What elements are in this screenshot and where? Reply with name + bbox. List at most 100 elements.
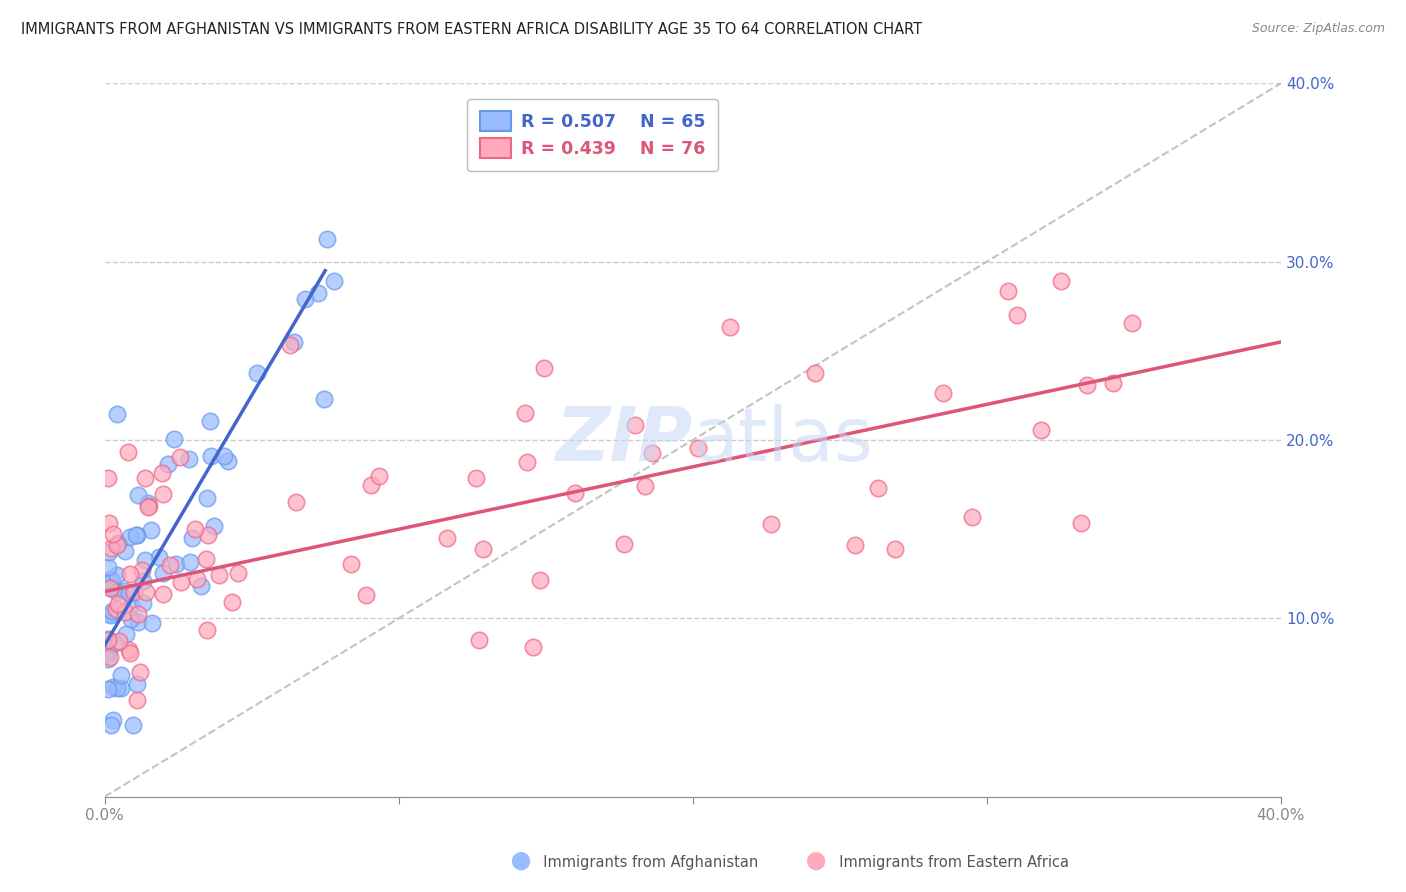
Point <box>169 574 191 589</box>
Point <box>165 557 187 571</box>
Point <box>110 668 132 682</box>
Point <box>114 605 136 619</box>
Point <box>127 488 149 502</box>
Point <box>180 531 202 545</box>
Point <box>136 496 159 510</box>
Point <box>1005 309 1028 323</box>
Point <box>138 500 160 514</box>
Point <box>183 522 205 536</box>
Point <box>217 454 239 468</box>
Point <box>179 452 201 467</box>
Point <box>226 566 249 581</box>
Point <box>97 646 120 660</box>
Point <box>465 471 488 485</box>
Point <box>844 538 866 552</box>
Point <box>98 544 121 558</box>
Point <box>866 481 889 495</box>
Point <box>1121 316 1143 330</box>
Point <box>127 615 149 630</box>
Point <box>197 491 219 505</box>
Point <box>100 572 122 586</box>
Point <box>132 574 155 588</box>
Point <box>624 417 647 432</box>
Point <box>522 640 544 654</box>
Point <box>97 644 120 658</box>
Point <box>129 665 152 680</box>
Point <box>360 478 382 492</box>
Point <box>354 588 377 602</box>
Point <box>200 450 222 464</box>
Point <box>564 485 586 500</box>
Point <box>127 677 149 691</box>
Point <box>100 718 122 732</box>
Point <box>97 682 120 697</box>
Text: Immigrants from Afghanistan: Immigrants from Afghanistan <box>534 855 758 870</box>
Text: Immigrants from Eastern Africa: Immigrants from Eastern Africa <box>830 855 1069 870</box>
Point <box>120 612 142 626</box>
Point <box>1070 516 1092 530</box>
Text: atlas: atlas <box>693 403 873 476</box>
Point <box>208 568 231 582</box>
Point <box>122 585 145 599</box>
Point <box>105 407 128 421</box>
Point <box>97 470 120 484</box>
Point <box>107 536 129 550</box>
Point <box>179 555 201 569</box>
Point <box>131 563 153 577</box>
Point <box>634 479 657 493</box>
Point <box>120 567 142 582</box>
Point <box>533 361 555 376</box>
Point <box>186 572 208 586</box>
Point <box>436 531 458 545</box>
Point <box>761 517 783 532</box>
Point <box>120 530 142 544</box>
Point <box>107 585 129 599</box>
Point <box>104 636 127 650</box>
Point <box>283 335 305 350</box>
Point <box>212 450 235 464</box>
Point <box>1029 423 1052 437</box>
Point <box>221 595 243 609</box>
Point <box>98 649 121 664</box>
Point <box>804 366 827 380</box>
Point <box>150 467 173 481</box>
Point <box>294 292 316 306</box>
Point <box>104 601 127 615</box>
Point <box>134 471 156 485</box>
Point <box>307 285 329 300</box>
Point <box>148 549 170 564</box>
Point <box>98 607 121 622</box>
Point <box>100 574 122 588</box>
Point <box>156 458 179 472</box>
Point <box>135 585 157 599</box>
Point <box>516 455 538 469</box>
Text: IMMIGRANTS FROM AFGHANISTAN VS IMMIGRANTS FROM EASTERN AFRICA DISABILITY AGE 35 : IMMIGRANTS FROM AFGHANISTAN VS IMMIGRANT… <box>21 22 922 37</box>
Point <box>613 537 636 551</box>
Point <box>97 632 120 646</box>
Point <box>101 607 124 622</box>
Point <box>97 633 120 648</box>
Point <box>960 510 983 524</box>
Point <box>194 552 217 566</box>
Text: Source: ZipAtlas.com: Source: ZipAtlas.com <box>1251 22 1385 36</box>
Point <box>139 523 162 537</box>
Point <box>316 231 339 245</box>
Point <box>1076 378 1098 392</box>
Point <box>101 527 124 541</box>
Point <box>195 623 218 637</box>
Point <box>718 320 741 334</box>
Point <box>468 632 491 647</box>
Point <box>931 386 953 401</box>
Point <box>125 528 148 542</box>
Point <box>101 604 124 618</box>
Point <box>105 567 128 582</box>
Point <box>127 607 149 621</box>
Point <box>105 538 128 552</box>
Point <box>997 285 1019 299</box>
Point <box>100 541 122 555</box>
Text: ZIP: ZIP <box>555 403 693 476</box>
Point <box>134 553 156 567</box>
Point <box>141 616 163 631</box>
Text: ⬤: ⬤ <box>510 851 530 870</box>
Point <box>312 392 335 407</box>
